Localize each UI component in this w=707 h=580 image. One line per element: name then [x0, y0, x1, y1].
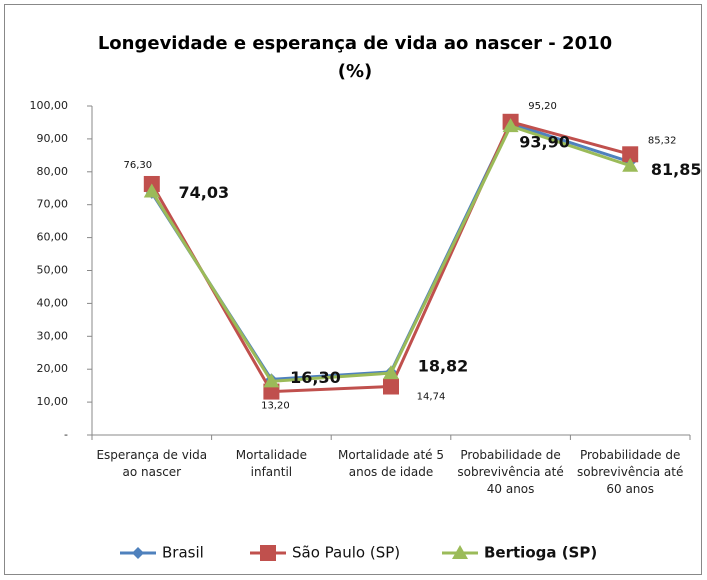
y-tick-label: -	[64, 428, 68, 441]
y-tick-label: 20,00	[37, 362, 69, 375]
x-tick-label: Mortalidade até 5 anos de idade	[337, 448, 445, 479]
y-tick-label: 100,00	[30, 99, 69, 112]
y-tick-label: 90,00	[37, 132, 69, 145]
chart-title: Longevidade e esperança de vida ao nasce…	[97, 33, 613, 82]
data-label: 74,03	[178, 183, 229, 202]
y-tick-label: 40,00	[37, 296, 69, 309]
series	[143, 113, 639, 400]
legend-item: São Paulo (SP)	[250, 544, 400, 562]
marker	[452, 545, 468, 559]
y-tick-label: 30,00	[37, 329, 69, 342]
y-tick-label: 10,00	[37, 395, 69, 408]
marker	[502, 118, 519, 133]
legend-label: São Paulo (SP)	[292, 544, 400, 562]
data-label: 18,82	[418, 357, 469, 376]
series	[143, 118, 639, 388]
legend-item: Brasil	[120, 544, 204, 562]
data-label: 81,85	[651, 160, 702, 179]
x-tick-label: Probabilidade de sobrevivência até 40 an…	[457, 448, 564, 496]
y-tick-label: 50,00	[37, 264, 69, 277]
marker	[143, 183, 160, 198]
data-label: 76,30	[123, 160, 152, 171]
data-label: 85,32	[648, 135, 677, 146]
legend-item: Bertioga (SP)	[442, 544, 597, 562]
legend-label: Brasil	[162, 544, 204, 562]
x-tick-label: Probabilidade de sobrevivência até 60 an…	[577, 448, 684, 496]
data-label: 14,74	[417, 392, 446, 403]
marker	[383, 378, 399, 395]
y-tick-label: 70,00	[37, 198, 69, 211]
marker	[622, 146, 639, 163]
chart-frame	[4, 4, 702, 575]
data-label: 16,30	[290, 368, 341, 387]
marker	[263, 373, 280, 388]
data-label: 13,20	[261, 401, 290, 412]
data-label: 93,90	[519, 133, 570, 152]
marker	[263, 383, 280, 400]
x-tick-label: Esperança de vida ao nascer	[96, 448, 208, 479]
x-tick-label: Mortalidade infantil	[235, 448, 308, 479]
marker	[622, 157, 639, 172]
marker	[260, 545, 276, 561]
marker	[132, 547, 144, 559]
y-tick-label: 80,00	[37, 165, 69, 178]
marker	[383, 365, 399, 380]
data-label: 95,20	[528, 101, 557, 112]
legend-label: Bertioga (SP)	[484, 544, 597, 562]
y-tick-label: 60,00	[37, 231, 69, 244]
